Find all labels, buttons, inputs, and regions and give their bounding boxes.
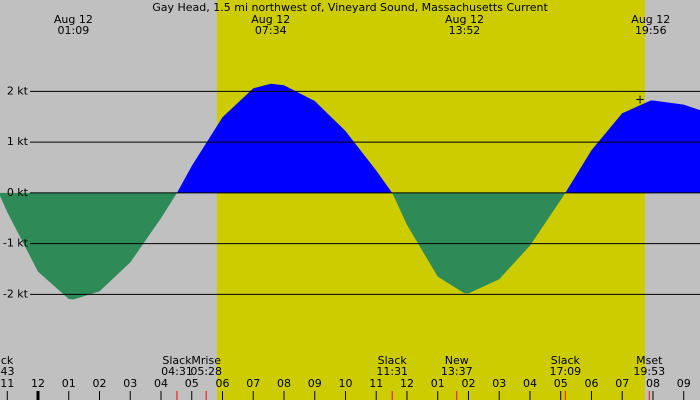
- extreme-date: Aug 12: [251, 13, 290, 26]
- extreme-time: 01:09: [58, 24, 90, 37]
- x-tick-label: 08: [646, 377, 660, 390]
- x-tick-label: 12: [400, 377, 414, 390]
- extreme-date: Aug 12: [631, 13, 670, 26]
- x-tick-label: 11: [0, 377, 14, 390]
- event-label: Slack: [162, 354, 192, 367]
- x-tick-label: 11: [369, 377, 383, 390]
- event-label: Mrise: [191, 354, 221, 367]
- chart-title: Gay Head, 1.5 mi northwest of, Vineyard …: [152, 1, 548, 14]
- y-tick-label: 1 kt: [7, 135, 29, 148]
- x-tick-label: 02: [92, 377, 106, 390]
- x-tick-label: 12: [31, 377, 45, 390]
- x-tick-label: 09: [308, 377, 322, 390]
- x-tick-label: 07: [246, 377, 260, 390]
- x-tick-label: 10: [338, 377, 352, 390]
- event-label: Slack: [0, 354, 14, 367]
- x-tick-label: 06: [584, 377, 598, 390]
- x-tick-label: 06: [215, 377, 229, 390]
- x-tick-label: 03: [123, 377, 137, 390]
- event-label: New: [445, 354, 469, 367]
- y-tick-label: -2 kt: [3, 287, 29, 300]
- x-tick-label: 05: [185, 377, 199, 390]
- y-tick-label: 2 kt: [7, 84, 29, 97]
- x-tick-label: 04: [154, 377, 168, 390]
- x-tick-label: 04: [523, 377, 537, 390]
- front-layer: 2 kt 1 kt 0 kt -1 kt -2 kt 11 12 01 02 03 04 05 06 07…: [0, 13, 700, 400]
- extreme-date: Aug 12: [445, 13, 484, 26]
- event-time: 22:43: [0, 365, 14, 378]
- event-time: 13:37: [441, 365, 473, 378]
- ebb-area: [392, 192, 566, 294]
- x-tick-label: 02: [461, 377, 475, 390]
- moon-marker: +: [635, 93, 645, 107]
- extreme-time: 13:52: [449, 24, 481, 37]
- y-tick-label: -1 kt: [3, 237, 29, 250]
- event-time: 04:31: [161, 365, 193, 378]
- ebb-area: [0, 192, 177, 300]
- event-label: Slack: [551, 354, 581, 367]
- x-tick-label: 07: [615, 377, 629, 390]
- x-tick-label: 05: [554, 377, 568, 390]
- y-tick-label: 0 kt: [7, 186, 29, 199]
- x-tick-label: 08: [277, 377, 291, 390]
- event-label: Slack: [378, 354, 408, 367]
- extreme-time: 19:56: [635, 24, 667, 37]
- x-tick-label: 01: [62, 377, 76, 390]
- flood-area: [176, 83, 393, 193]
- event-label: Mset: [636, 354, 663, 367]
- extreme-time: 07:34: [255, 24, 287, 37]
- event-time: 17:09: [549, 365, 581, 378]
- x-tick-label: 01: [431, 377, 445, 390]
- extreme-date: Aug 12: [54, 13, 93, 26]
- x-tick-label: 09: [677, 377, 691, 390]
- event-time: 11:31: [376, 365, 408, 378]
- event-time: 05:28: [190, 365, 222, 378]
- event-time: 19:53: [633, 365, 665, 378]
- flood-area: [565, 100, 700, 193]
- area-layer: [0, 83, 700, 300]
- x-tick-label: 03: [492, 377, 506, 390]
